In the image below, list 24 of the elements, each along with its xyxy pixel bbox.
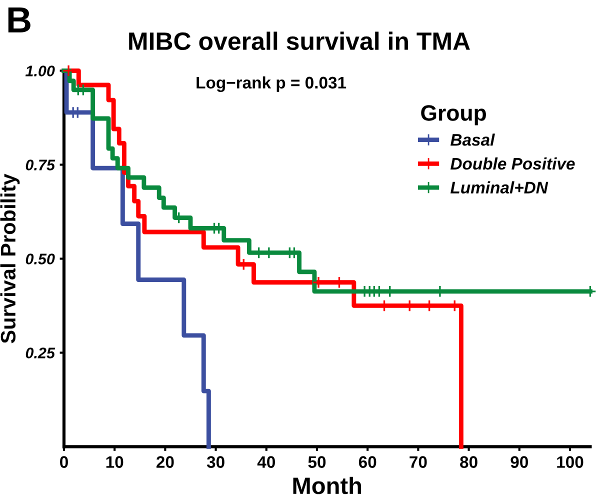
legend-title: Group xyxy=(421,105,486,126)
legend-label: Basal xyxy=(450,134,495,146)
legend-label: Luminal+DN xyxy=(450,181,548,194)
text: B xyxy=(8,8,30,32)
x-tick-label: 30 xyxy=(206,456,224,468)
y-tick-label: 0.50 xyxy=(26,254,55,264)
x-tick-label: 80 xyxy=(460,456,478,468)
x-tick-label: 90 xyxy=(510,456,528,468)
x-axis-title: Month xyxy=(293,476,362,494)
x-tick-label: 40 xyxy=(257,456,275,468)
x-tick-label: 50 xyxy=(308,456,326,468)
x-tick-label: 100 xyxy=(557,456,584,468)
x-tick-label: 60 xyxy=(358,456,376,468)
annotation: Log−rank p = 0.031 xyxy=(196,76,346,92)
chart-title: MIBC overall survival in TMA xyxy=(129,32,470,50)
x-tick-label: 0 xyxy=(60,456,68,468)
y-tick-label: 0.75 xyxy=(26,160,56,170)
x-tick-label: 10 xyxy=(106,456,124,468)
x-tick-label: 70 xyxy=(410,456,427,468)
y-tick-label: 1.00 xyxy=(25,66,55,76)
y-axis-title: Survival Probility xyxy=(0,174,20,344)
y-tick-label: 0.25 xyxy=(26,348,56,358)
x-tick-label: 20 xyxy=(156,456,174,468)
legend-label: Double Positive xyxy=(450,157,575,170)
